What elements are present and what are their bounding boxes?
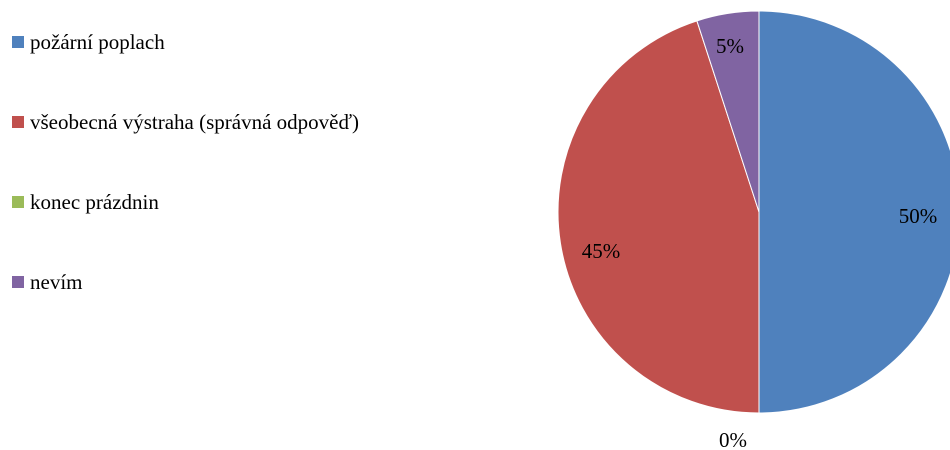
- legend-swatch: [12, 116, 24, 128]
- legend-label: nevím: [30, 270, 83, 294]
- legend-item: všeobecná výstraha (správná odpověď): [12, 110, 359, 135]
- data-label: 50%: [899, 204, 938, 228]
- legend-swatch: [12, 196, 24, 208]
- legend-item: požární poplach: [12, 30, 165, 55]
- pie-slice: [696, 10, 760, 213]
- legend-item: nevím: [12, 270, 83, 295]
- legend-item: konec prázdnin: [12, 190, 159, 215]
- pie-slice: [758, 10, 950, 414]
- pie-slice: [557, 20, 760, 414]
- legend-swatch: [12, 276, 24, 288]
- data-label: 0%: [719, 428, 747, 450]
- legend-swatch: [12, 36, 24, 48]
- data-label: 45%: [582, 239, 621, 263]
- legend-label: konec prázdnin: [30, 190, 159, 214]
- legend-label: všeobecná výstraha (správná odpověď): [30, 110, 360, 134]
- data-label: 5%: [716, 34, 744, 58]
- legend-label: požární poplach: [30, 30, 165, 54]
